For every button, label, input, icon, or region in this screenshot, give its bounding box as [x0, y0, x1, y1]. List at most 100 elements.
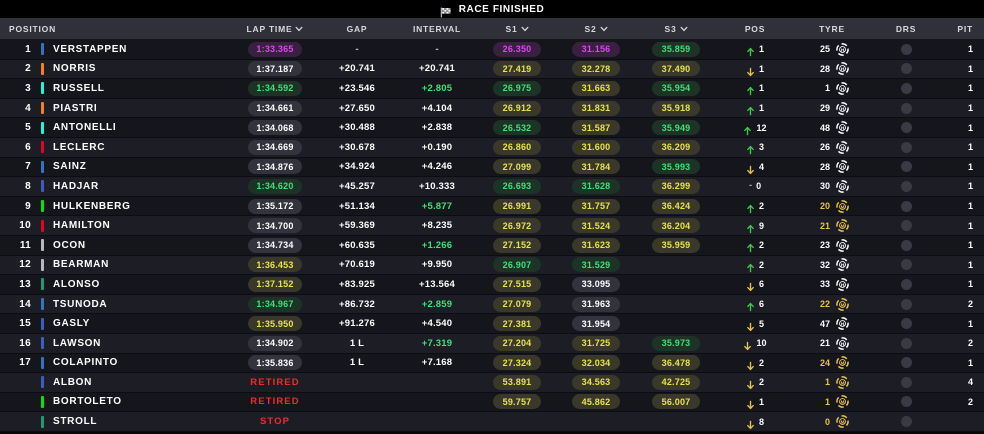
svg-text:H: H	[841, 243, 845, 248]
column-header-interval[interactable]: INTERVAL	[396, 18, 478, 39]
pit-stop-cell: 1	[942, 138, 984, 157]
pit-stop-cell: 2	[942, 334, 984, 353]
position-number: 4	[25, 102, 31, 114]
sector2-cell: 31.587	[556, 118, 636, 137]
value-text: +51.134	[338, 200, 375, 212]
table-row[interactable]: 1 VERSTAPPEN 1:33.365 - - 26.350 31.156 35.859 1…	[0, 40, 984, 60]
column-header-pit[interactable]: PIT	[942, 18, 984, 39]
driver-position-cell: 14 TSUNODA	[0, 295, 232, 314]
interval-cell: +4.246	[396, 158, 478, 177]
value-text: +13.564	[418, 278, 455, 290]
position-down-icon	[746, 64, 755, 76]
pit-stop-cell: 1	[942, 79, 984, 98]
pit-stop-count: 2	[967, 396, 973, 407]
column-header-gap[interactable]: GAP	[318, 18, 396, 39]
time-pill: 59.757	[493, 394, 541, 410]
drs-indicator-icon	[900, 416, 912, 428]
interval-cell: +20.741	[396, 60, 478, 79]
team-color-bar	[41, 395, 44, 408]
time-pill: 33.095	[572, 276, 620, 292]
sector1-cell: 26.350	[478, 40, 556, 59]
column-header-drs[interactable]: DRS	[870, 18, 942, 39]
driver-name: GASLY	[53, 318, 91, 330]
sector3-cell: 36.209	[636, 138, 716, 157]
position-change-value: 5	[758, 318, 764, 329]
table-row[interactable]: STROLL STOP 8 0 M	[0, 412, 984, 432]
value-text: +2.805	[421, 82, 453, 94]
value-text: 1 L	[349, 337, 365, 349]
table-row[interactable]: 13 ALONSO 1:37.152 +83.925 +13.564 27.515 33.0…	[0, 275, 984, 295]
time-pill: 31.628	[572, 178, 620, 194]
table-row[interactable]: 15 GASLY 1:35.950 +91.276 +4.540 27.381 31.954…	[0, 314, 984, 334]
value-text: +60.635	[338, 239, 375, 251]
sector3-cell: 35.859	[636, 40, 716, 59]
interval-cell: +7.319	[396, 334, 478, 353]
table-row[interactable]: 8 HADJAR 1:34.620 +45.257 +10.333 26.693 31.62…	[0, 177, 984, 197]
column-header-s1[interactable]: S1	[478, 18, 556, 39]
time-pill: 35.973	[652, 335, 700, 351]
driver-name: STROLL	[53, 416, 98, 428]
column-header-s3[interactable]: S3	[636, 18, 716, 39]
team-color-bar	[41, 82, 44, 95]
table-row[interactable]: 6 LECLERC 1:34.669 +30.678 +0.190 26.860 31.60…	[0, 137, 984, 158]
drs-indicator-icon	[900, 180, 912, 192]
table-row[interactable]: 17 COLAPINTO 1:35.836 1 L +7.168 27.324 32.034…	[0, 353, 984, 374]
column-header-position[interactable]: POSITION	[0, 18, 232, 39]
column-header-lap-time-label: LAP TIME	[246, 23, 293, 34]
sector3-cell: 35.959	[636, 236, 716, 255]
lap-time-cell: 1:34.967	[232, 295, 318, 314]
tyre-cell: 21 M	[794, 216, 870, 235]
pit-stop-cell	[942, 412, 984, 431]
pit-stop-cell: 1	[942, 236, 984, 255]
table-row[interactable]: 10 HAMILTON 1:34.700 +59.369 +8.235 26.972 31.…	[0, 216, 984, 236]
gap-cell: +83.925	[318, 275, 396, 294]
column-header-lap-time[interactable]: LAP TIME	[232, 18, 318, 39]
driver-name: HAMILTON	[53, 220, 111, 232]
tyre-cell: 29 H	[794, 99, 870, 118]
driver-position-cell: 17 COLAPINTO	[0, 354, 232, 373]
time-pill: 27.381	[493, 316, 541, 332]
table-row[interactable]: ALBON RETIRED 53.891 34.563 42.725 2 1 M 4	[0, 373, 984, 393]
table-row[interactable]: 12 BEARMAN 1:36.453 +70.619 +9.950 26.907 31.5…	[0, 255, 984, 276]
gap-cell: +86.732	[318, 295, 396, 314]
table-header: POSITION LAP TIME GAP INTERVAL S1 S2 S3 …	[0, 18, 984, 40]
column-header-s2[interactable]: S2	[556, 18, 636, 39]
svg-text:H: H	[841, 322, 845, 327]
tyre-compound-hard-icon: H	[836, 42, 849, 56]
table-row[interactable]: 7 SAINZ 1:34.876 +34.924 +4.246 27.099 31.784 3…	[0, 157, 984, 178]
time-pill: 27.515	[493, 276, 541, 292]
table-row[interactable]: BORTOLETO RETIRED 59.757 45.862 56.007 1 1 M 2	[0, 392, 984, 413]
svg-text:H: H	[841, 67, 845, 72]
column-header-tyre[interactable]: TYRE	[794, 18, 870, 39]
column-header-pos-change[interactable]: POS	[716, 18, 794, 39]
table-row[interactable]: 4 PIASTRI 1:34.661 +27.650 +4.104 26.912 31.83…	[0, 98, 984, 119]
table-row[interactable]: 9 HULKENBERG 1:35.172 +51.134 +5.877 26.991 31…	[0, 196, 984, 217]
driver-position-cell: 13 ALONSO	[0, 275, 232, 294]
gap-cell: +30.488	[318, 118, 396, 137]
drs-cell	[870, 177, 942, 196]
table-row[interactable]: 11 OCON 1:34.734 +60.635 +1.266 27.152 31.623 3…	[0, 235, 984, 256]
driver-position-cell: 7 SAINZ	[0, 158, 232, 177]
team-color-bar	[41, 376, 44, 389]
position-change-value: 9	[758, 220, 764, 231]
table-row[interactable]: 16 LAWSON 1:34.902 1 L +7.319 27.204 31.725 35.…	[0, 333, 984, 354]
position-down-icon	[746, 397, 755, 410]
value-text: +2.838	[421, 122, 453, 134]
driver-name: RUSSELL	[53, 82, 105, 94]
gap-cell: -	[318, 40, 396, 59]
table-row[interactable]: 2 NORRIS 1:37.187 +20.741 +20.741 27.419 32.27…	[0, 59, 984, 80]
sector3-cell: 35.918	[636, 99, 716, 118]
time-pill: 31.954	[572, 316, 620, 332]
time-pill: 27.419	[493, 61, 541, 77]
time-pill: 1:34.902	[248, 335, 302, 351]
column-header-pit-label: PIT	[957, 23, 973, 34]
pit-stop-count: 1	[967, 161, 973, 172]
position-up-icon	[746, 240, 755, 253]
position-change-cell: 10	[716, 334, 794, 353]
position-change-cell: 2	[716, 197, 794, 216]
table-row[interactable]: 5 ANTONELLI 1:34.068 +30.488 +2.838 26.532 31.…	[0, 118, 984, 138]
value-text: +20.741	[338, 63, 375, 75]
chevron-down-icon	[680, 25, 688, 33]
table-row[interactable]: 14 TSUNODA 1:34.967 +86.732 +2.859 27.079 31.9…	[0, 294, 984, 315]
table-row[interactable]: 3 RUSSELL 1:34.592 +23.546 +2.805 26.975 31.66…	[0, 79, 984, 99]
